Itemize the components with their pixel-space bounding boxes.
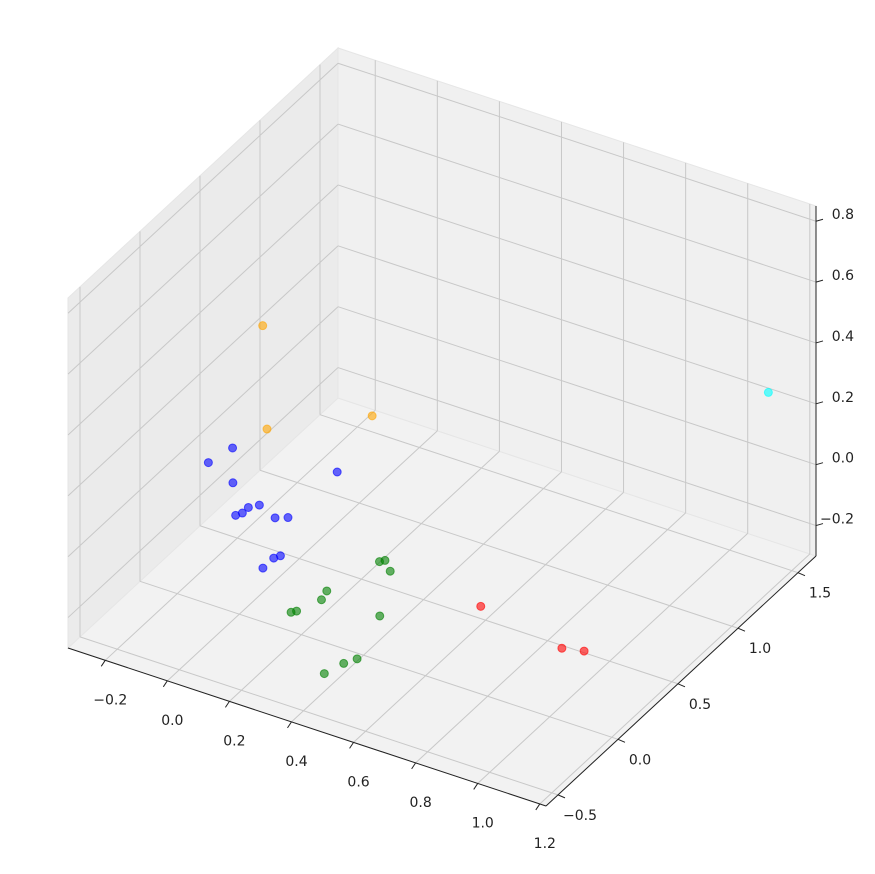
z-tick	[815, 401, 824, 405]
point	[228, 443, 238, 453]
y-tick-label: −0.5	[563, 808, 597, 824]
point	[557, 643, 567, 653]
x-tick-label: 0.8	[410, 795, 432, 811]
x-axis-line	[67, 647, 547, 807]
grid-line	[259, 469, 739, 629]
point	[254, 500, 264, 510]
x-tick-label: −0.2	[93, 692, 127, 708]
z-tick	[815, 340, 824, 344]
x-tick-label: 0.0	[161, 713, 183, 729]
z-tick-label: 0.2	[832, 390, 854, 406]
x-tick	[473, 783, 479, 790]
z-tick-label: −0.2	[820, 512, 854, 528]
grid-line	[353, 492, 624, 743]
grid-line	[337, 123, 817, 283]
x-tick	[349, 742, 354, 749]
point	[258, 563, 268, 573]
x-tick	[287, 721, 292, 729]
point	[228, 478, 238, 488]
y-tick	[737, 627, 746, 632]
grid-line	[104, 409, 376, 661]
grid-line	[337, 184, 817, 344]
grid-line	[415, 512, 686, 764]
point	[258, 321, 268, 331]
grid-line	[67, 367, 339, 618]
grid-line	[67, 306, 339, 558]
z-tick-label: 0.6	[832, 268, 854, 284]
y-tick	[677, 683, 686, 688]
grid-line	[67, 245, 339, 497]
x-tick	[535, 803, 541, 811]
x-tick	[162, 680, 168, 688]
point	[286, 607, 296, 617]
y-tick	[797, 572, 806, 577]
grid-line	[337, 367, 817, 527]
point	[237, 508, 247, 518]
point	[476, 601, 486, 611]
z-tick-label: 0.8	[832, 207, 854, 223]
grid-line	[79, 636, 559, 796]
grid-line	[67, 184, 339, 436]
x-tick-label: 0.2	[223, 733, 245, 749]
grid-line	[67, 123, 339, 375]
point	[339, 658, 349, 668]
grid	[67, 60, 817, 805]
z-tick-label: 0.4	[832, 329, 854, 345]
point	[385, 566, 395, 576]
y-tick	[557, 794, 566, 799]
point	[243, 502, 253, 512]
z-tick	[815, 462, 824, 466]
x-tick	[224, 701, 230, 708]
point	[367, 411, 377, 421]
y-axis-line	[545, 555, 817, 807]
point	[763, 387, 773, 397]
x-tick-label: 0.4	[285, 754, 307, 770]
point	[203, 458, 213, 468]
grid-line	[337, 62, 817, 222]
grid-line	[166, 430, 438, 682]
point	[270, 513, 280, 523]
axes: −0.2 0.0 0.2 0.4 0.6 0.8 1.0 1.2 −0.5 0.0 0.5 1.0 1.…	[67, 206, 854, 852]
grid-line	[477, 533, 749, 784]
x-tick-label: 0.6	[347, 774, 369, 790]
grid-line	[229, 450, 500, 702]
x-tick	[100, 660, 106, 667]
y-tick-label: 1.5	[809, 586, 831, 602]
point	[352, 654, 362, 664]
z-tick-label: 0.0	[832, 451, 854, 467]
y-tick-label: 0.0	[629, 752, 651, 768]
z-tick	[815, 218, 824, 222]
x-tick-label: 1.0	[472, 815, 494, 831]
points	[203, 321, 773, 679]
point	[375, 611, 385, 621]
x-tick-label: 1.2	[534, 836, 556, 852]
grid-line	[319, 414, 799, 574]
point	[380, 555, 390, 565]
point	[262, 424, 272, 434]
grid-line	[337, 306, 817, 466]
grid-line	[67, 62, 339, 314]
grid-line	[539, 553, 811, 805]
y-tick	[617, 738, 626, 743]
point	[275, 551, 285, 561]
point	[332, 467, 342, 477]
grid-line	[139, 580, 619, 740]
point	[283, 513, 293, 523]
z-tick	[815, 279, 824, 283]
point	[322, 586, 332, 596]
grid-line	[337, 245, 817, 405]
z-tick	[815, 523, 824, 527]
grid-line	[291, 471, 562, 723]
point	[319, 669, 329, 679]
point	[316, 595, 326, 605]
panes	[67, 46, 817, 807]
y-tick-label: 0.5	[689, 697, 711, 713]
point	[579, 646, 589, 656]
y-tick-label: 1.0	[749, 641, 771, 657]
x-tick	[411, 762, 417, 770]
